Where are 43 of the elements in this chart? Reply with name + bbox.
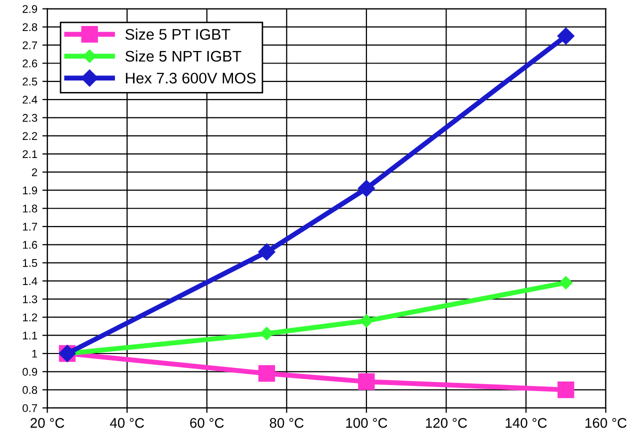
x-tick-label: 140 °C — [506, 418, 547, 428]
point — [258, 365, 276, 382]
y-tick-label: 2.2 — [22, 132, 38, 140]
point — [358, 373, 375, 390]
y-tick-label: 1.9 — [23, 186, 38, 194]
y-tick-label: 2.3 — [22, 114, 38, 122]
y-tick-label: 1.3 — [23, 295, 38, 304]
y-tick-label: 2.1 — [22, 150, 38, 158]
y-tick-label: 1.2 — [23, 313, 38, 322]
point — [360, 314, 374, 328]
y-tick-label: 0.9 — [22, 368, 38, 376]
point — [559, 276, 572, 290]
point — [558, 381, 574, 398]
y-tick-label: 1.5 — [23, 259, 38, 267]
y-tick-label: 2.9 — [22, 5, 38, 13]
y-tick-label: 2.5 — [22, 78, 38, 86]
y-tick-label: 1.7 — [23, 222, 38, 231]
x-tick-label: 100 °C — [346, 418, 388, 428]
legend-label: Size 5 NPT IGBT — [125, 50, 242, 62]
legend-label: Hex 7.3 600V MOS — [126, 72, 256, 84]
x-tick-label: 40 °C — [110, 418, 144, 428]
x-tick-label: 20 °C — [30, 418, 64, 428]
y-tick-label: 1.6 — [23, 240, 38, 249]
x-tick-label: 160 °C — [586, 418, 627, 428]
x-tick-label: 60 °C — [190, 418, 224, 428]
y-tick-label: 2.7 — [22, 41, 38, 50]
y-tick-label: 2 — [32, 168, 38, 176]
point — [258, 243, 276, 260]
y-tick-label: 2.4 — [22, 96, 38, 104]
y-tick-label: 0.7 — [22, 404, 38, 412]
y-tick-label: 2.8 — [22, 23, 38, 32]
y-tick-label: 1 — [32, 350, 38, 358]
y-tick-label: 1.4 — [23, 277, 38, 285]
point — [557, 27, 574, 45]
point — [358, 180, 375, 197]
legend-label: Size 5 PT IGBT — [125, 28, 230, 40]
x-tick-label: 80 °C — [270, 418, 304, 428]
y-tick-label: 0.8 — [22, 386, 38, 394]
x-tick-label: 120 °C — [426, 418, 467, 428]
y-tick-label: 1.1 — [23, 332, 38, 340]
point — [260, 326, 274, 340]
y-tick-label: 2.6 — [22, 60, 38, 68]
y-tick-label: 1.8 — [23, 204, 38, 213]
